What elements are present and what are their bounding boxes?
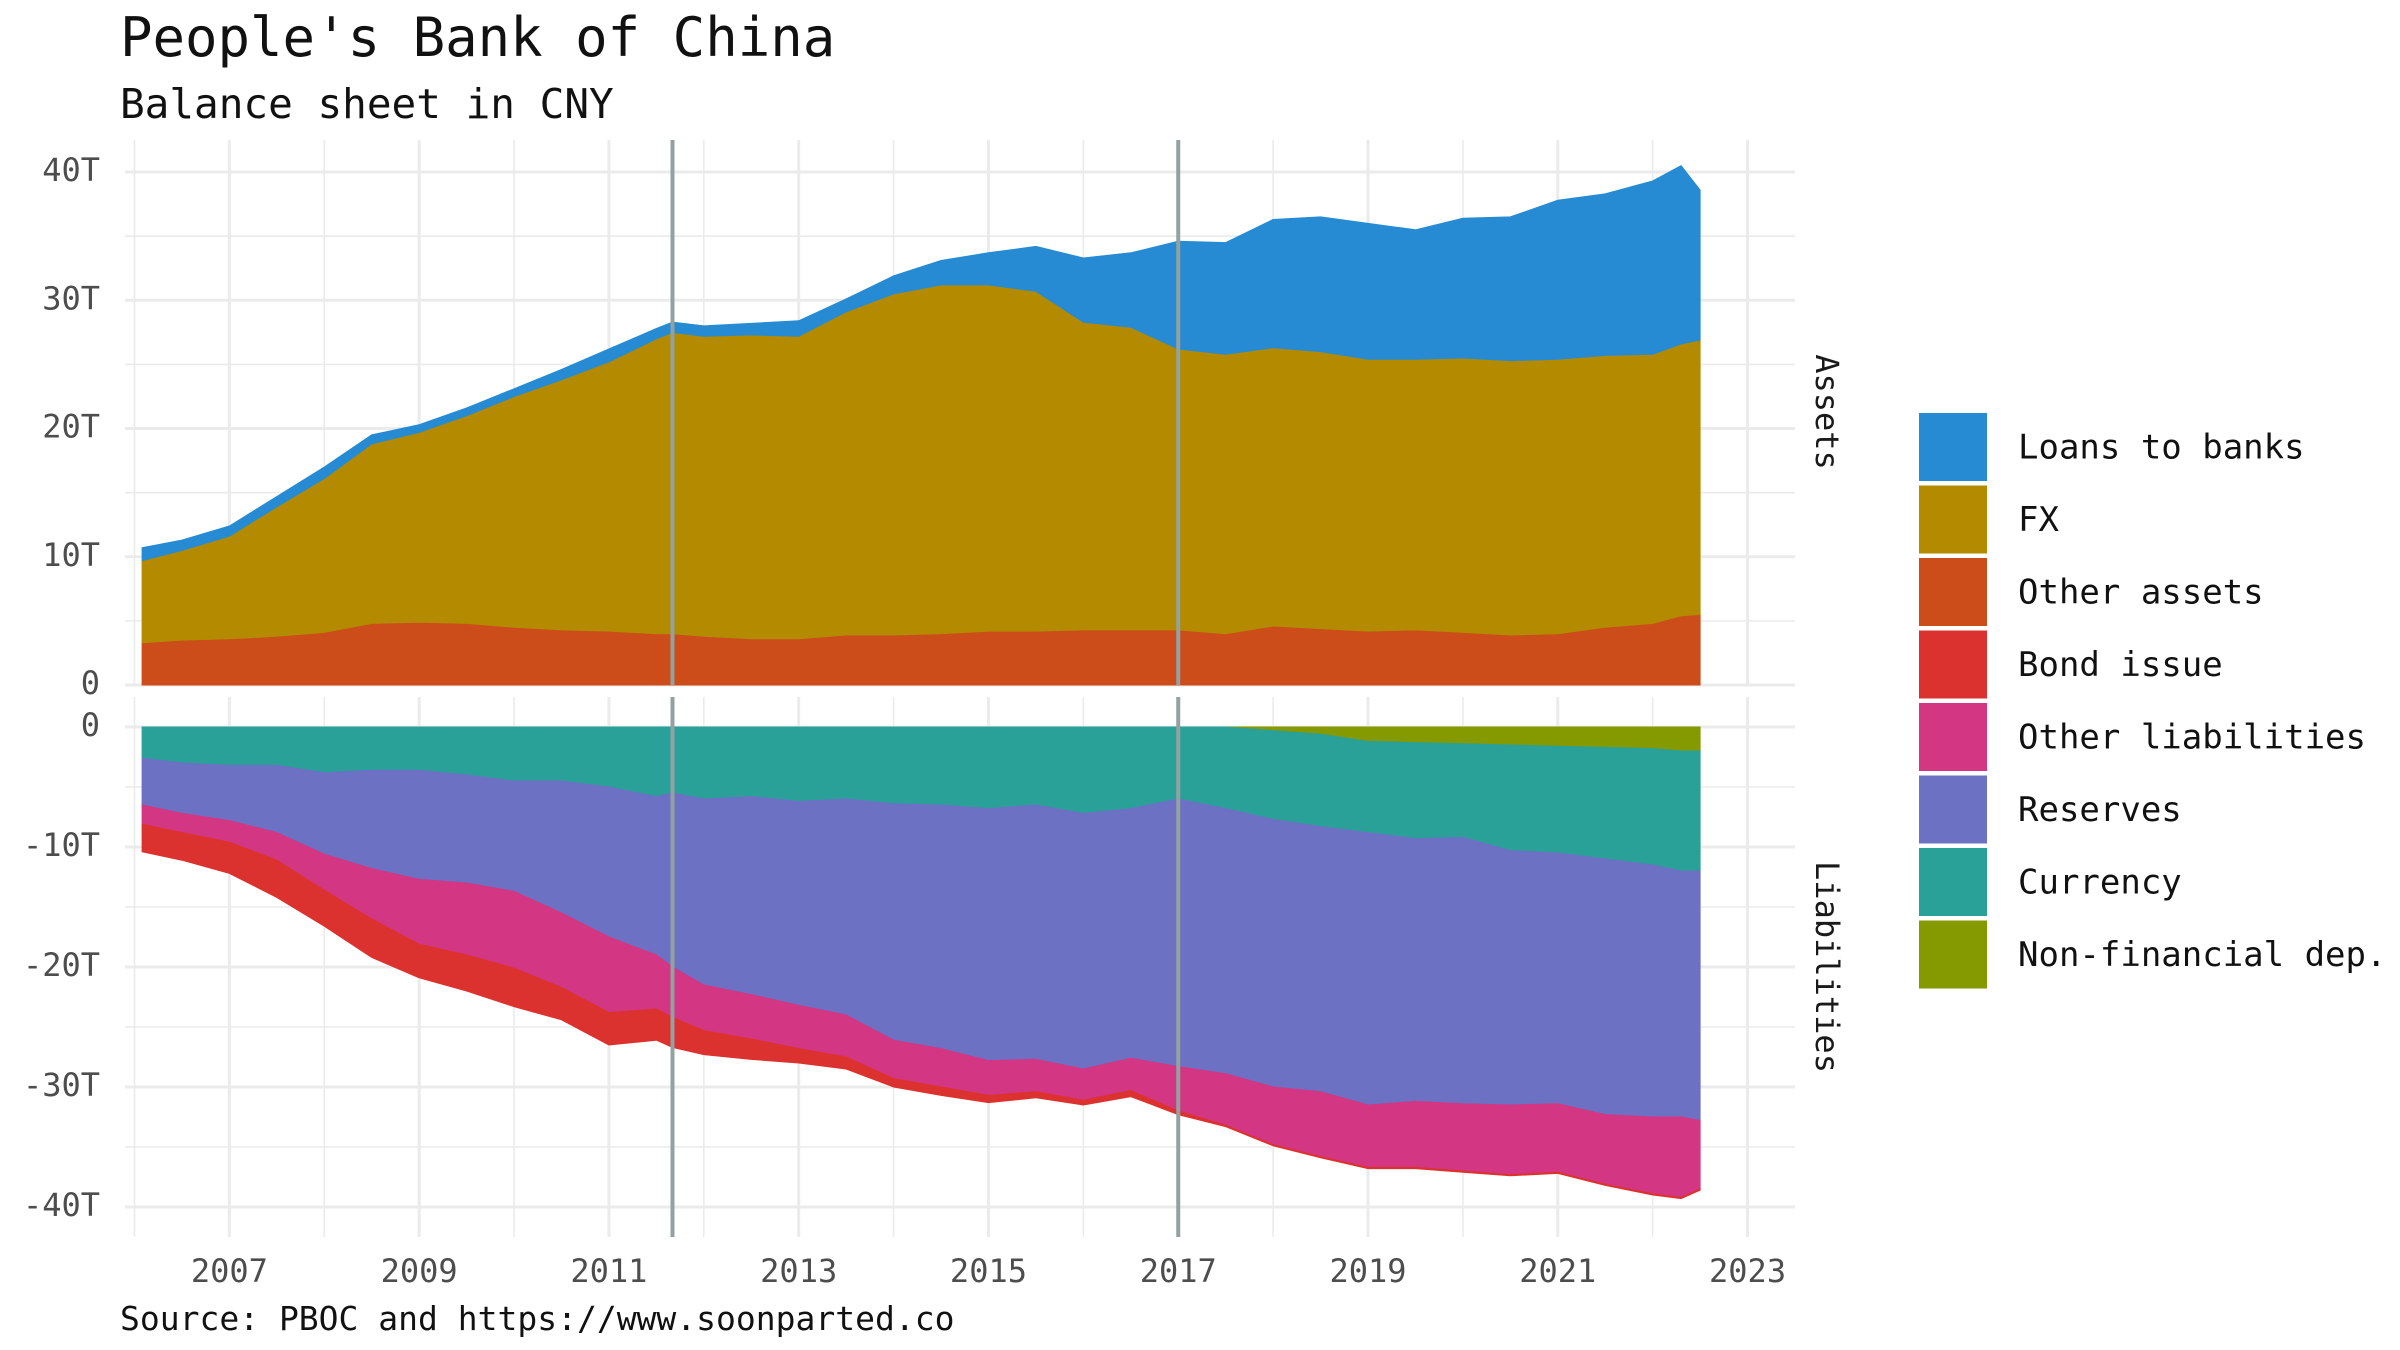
x-tick-label: 2023 (1709, 1252, 1786, 1290)
x-axis-ticks: 2007 2009 2011 2013 2015 2017 2019 2021 2023 (191, 1252, 1786, 1290)
legend-label-reserves: Reserves (2018, 790, 2182, 830)
legend-label-bond-issue: Bond issue (2018, 645, 2223, 685)
y-tick-label: 10T (42, 536, 100, 574)
x-tick-label: 2021 (1519, 1252, 1596, 1290)
legend-key-loans-to-banks (1919, 413, 1987, 481)
y-tick-label: -20T (23, 946, 100, 984)
liabilities-strip-label: Liabilities (1808, 861, 1846, 1073)
liabilities-areas (141, 726, 1701, 1200)
y-tick-label: 40T (42, 151, 100, 189)
y-tick-label: 20T (42, 408, 100, 446)
chart-subtitle: Balance sheet in CNY (120, 80, 614, 128)
y-tick-label: 0 (81, 664, 100, 702)
legend-key-non-financial-dep (1919, 920, 1987, 989)
legend-key-reserves (1919, 775, 1987, 844)
y-tick-label: -40T (23, 1186, 100, 1224)
chart-title: People's Bank of China (120, 6, 835, 69)
assets-vlines (670, 140, 1181, 685)
x-tick-label: 2015 (950, 1252, 1027, 1290)
assets-strip-label: Assets (1808, 354, 1846, 470)
legend-label-loans-to-banks: Loans to banks (2018, 428, 2305, 468)
x-tick-label: 2019 (1329, 1252, 1406, 1290)
y-tick-label: -30T (23, 1066, 100, 1104)
legend-label-non-financial-dep: Non-financial dep. (2018, 935, 2386, 975)
legend-label-currency: Currency (2018, 863, 2182, 903)
y-tick-label: -10T (23, 826, 100, 864)
assets-panel: 0 10T 20T 30T 40T Assets (42, 140, 1846, 702)
chart-caption: Source: PBOC and https://www.soonparted.… (120, 1299, 954, 1338)
legend-key-currency (1919, 848, 1987, 916)
legend-label-other-assets: Other assets (2018, 573, 2264, 613)
liabilities-panel: -40T -30T -20T -10T 0 Liabilities (23, 697, 1846, 1237)
legend-key-other-assets (1919, 558, 1987, 626)
x-tick-label: 2007 (191, 1252, 268, 1290)
assets-areas (141, 164, 1701, 686)
legend-key-fx (1919, 485, 1987, 554)
legend-key-bond-issue (1919, 630, 1987, 699)
assets-y-ticks: 0 10T 20T 30T 40T (42, 151, 100, 702)
x-tick-label: 2009 (381, 1252, 458, 1290)
y-tick-label: 30T (42, 279, 100, 317)
legend-label-fx: FX (2018, 500, 2059, 540)
x-tick-label: 2017 (1140, 1252, 1217, 1290)
y-tick-label: 0 (81, 706, 100, 744)
x-tick-label: 2013 (760, 1252, 837, 1290)
x-tick-label: 2011 (570, 1252, 647, 1290)
legend-key-other-liabilities (1919, 703, 1987, 771)
legend: Loans to banks FX Other assets Bond issue Ot… (1919, 413, 2386, 989)
liabilities-vlines (670, 697, 1181, 1237)
liabilities-y-ticks: -40T -30T -20T -10T 0 (23, 706, 100, 1224)
legend-label-other-liabilities: Other liabilities (2018, 718, 2366, 758)
